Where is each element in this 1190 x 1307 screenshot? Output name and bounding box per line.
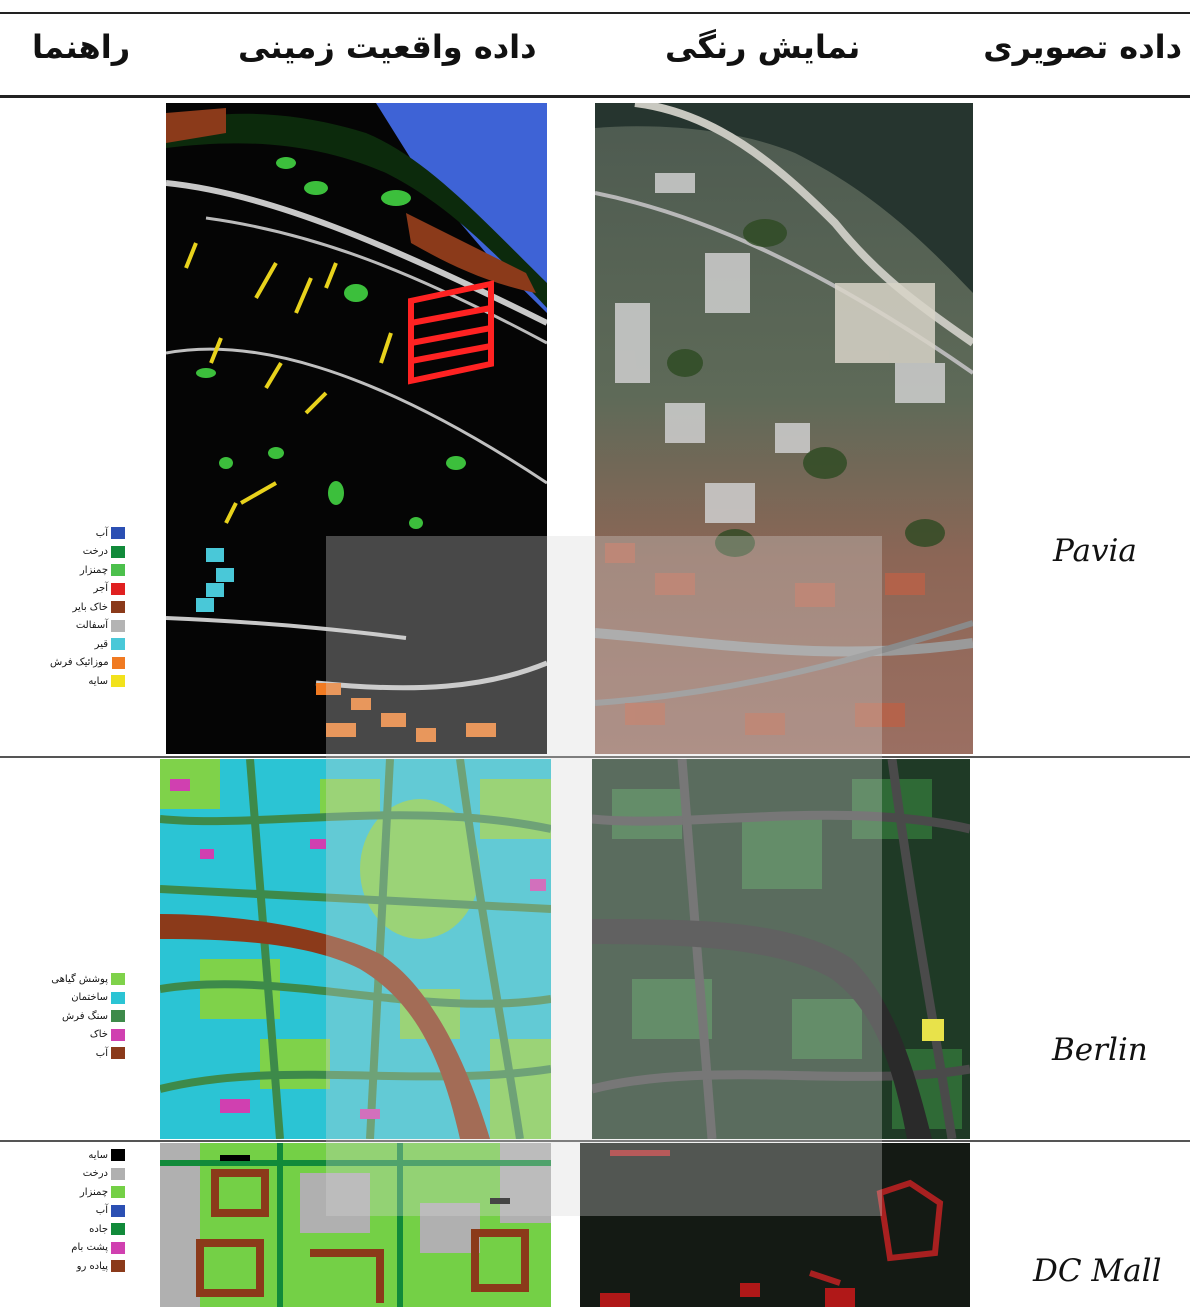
legend-item: موزائیک فرش	[50, 654, 125, 673]
legend-swatch	[111, 601, 125, 614]
row-divider-berlin	[0, 1140, 1190, 1142]
legend-item: قیر	[50, 635, 125, 654]
legend-label: قیر	[94, 638, 108, 650]
pavia-ground-truth-map	[166, 103, 547, 754]
legend-label: چمنزار	[79, 1186, 108, 1198]
legend-label: آسفالت	[75, 620, 108, 632]
legend-label: پیاده رو	[76, 1260, 108, 1272]
legend-item: چمنزار	[50, 561, 125, 580]
legend-item: آب	[50, 524, 125, 543]
legend-item: آجر	[50, 580, 125, 599]
legend-label: درخت	[82, 546, 108, 558]
legend-item: ساختمان	[50, 989, 125, 1008]
legend-label: جاده	[89, 1223, 108, 1235]
legend-label: خاک	[89, 1029, 108, 1041]
legend-swatch	[111, 1047, 125, 1060]
header-legend: راهنما	[32, 28, 131, 66]
legend-swatch	[111, 1028, 125, 1041]
legend-label: موزائیک فرش	[50, 657, 109, 669]
legend-item: جاده	[50, 1220, 125, 1239]
legend-label: سایه	[88, 675, 108, 687]
pavia-color-image	[595, 103, 973, 754]
header-image-data: داده تصویری	[983, 28, 1182, 66]
legend-pavia: آب درخت چمنزار آجر خاک بایر آسفالت قیر م…	[50, 524, 125, 691]
legend-berlin: پوشش گیاهی ساختمان سنگ فرش خاک آب	[50, 970, 125, 1063]
legend-swatch	[111, 1241, 125, 1254]
legend-label: سایه	[88, 1149, 108, 1161]
dcmall-color-image	[580, 1143, 970, 1307]
legend-swatch	[111, 1204, 125, 1217]
legend-item: چمنزار	[50, 1183, 125, 1202]
legend-label: پوشش گیاهی	[51, 973, 108, 985]
berlin-ground-truth-map	[160, 759, 551, 1139]
legend-swatch	[111, 619, 125, 632]
legend-label: آجر	[93, 583, 108, 595]
dataset-name-berlin: Berlin	[1052, 1032, 1148, 1068]
row-divider-pavia	[0, 756, 1190, 758]
legend-item: سنگ فرش	[50, 1007, 125, 1026]
legend-item: سایه	[50, 672, 125, 691]
legend-item: خاک بایر	[50, 598, 125, 617]
legend-swatch	[111, 582, 125, 595]
legend-swatch	[111, 1010, 125, 1023]
legend-swatch	[111, 1149, 125, 1162]
legend-label: درخت	[82, 1168, 108, 1180]
legend-swatch	[111, 638, 125, 651]
legend-swatch	[111, 564, 125, 577]
legend-item: آب	[50, 1044, 125, 1063]
legend-swatch	[111, 1186, 125, 1199]
header-color-display: نمایش رنگی	[665, 28, 861, 66]
legend-label: آب	[95, 527, 108, 539]
legend-label: آب	[95, 1047, 108, 1059]
dataset-name-dcmall: DC Mall	[1033, 1253, 1162, 1289]
legend-label: سنگ فرش	[61, 1010, 108, 1022]
legend-swatch	[111, 675, 125, 688]
header-ground-truth: داده واقعیت زمینی	[238, 28, 537, 66]
legend-item: سایه	[50, 1146, 125, 1165]
legend-dcmall: سایه درخت چمنزار آب جاده پشت بام پیاده ر…	[50, 1146, 125, 1276]
table-top-rule	[0, 12, 1190, 14]
dcmall-ground-truth-map	[160, 1143, 551, 1307]
legend-swatch	[111, 545, 125, 558]
legend-label: پشت بام	[71, 1242, 108, 1254]
legend-swatch	[111, 527, 125, 540]
legend-item: پیاده رو	[50, 1257, 125, 1276]
dataset-name-pavia: Pavia	[1053, 533, 1137, 569]
legend-swatch	[111, 973, 125, 986]
legend-item: پشت بام	[50, 1239, 125, 1258]
legend-swatch	[111, 1260, 125, 1273]
legend-swatch	[111, 1223, 125, 1236]
legend-item: درخت	[50, 543, 125, 562]
legend-swatch	[111, 1167, 125, 1180]
legend-swatch	[111, 991, 125, 1004]
berlin-color-image	[592, 759, 970, 1139]
legend-swatch	[111, 656, 125, 669]
legend-label: خاک بایر	[72, 601, 109, 613]
legend-item: درخت	[50, 1165, 125, 1184]
table-header-rule	[0, 95, 1190, 98]
legend-label: چمنزار	[79, 564, 108, 576]
legend-item: آسفالت	[50, 617, 125, 636]
legend-label: آب	[95, 1205, 108, 1217]
legend-item: آب	[50, 1202, 125, 1221]
legend-item: پوشش گیاهی	[50, 970, 125, 989]
legend-label: ساختمان	[71, 992, 108, 1004]
legend-item: خاک	[50, 1026, 125, 1045]
